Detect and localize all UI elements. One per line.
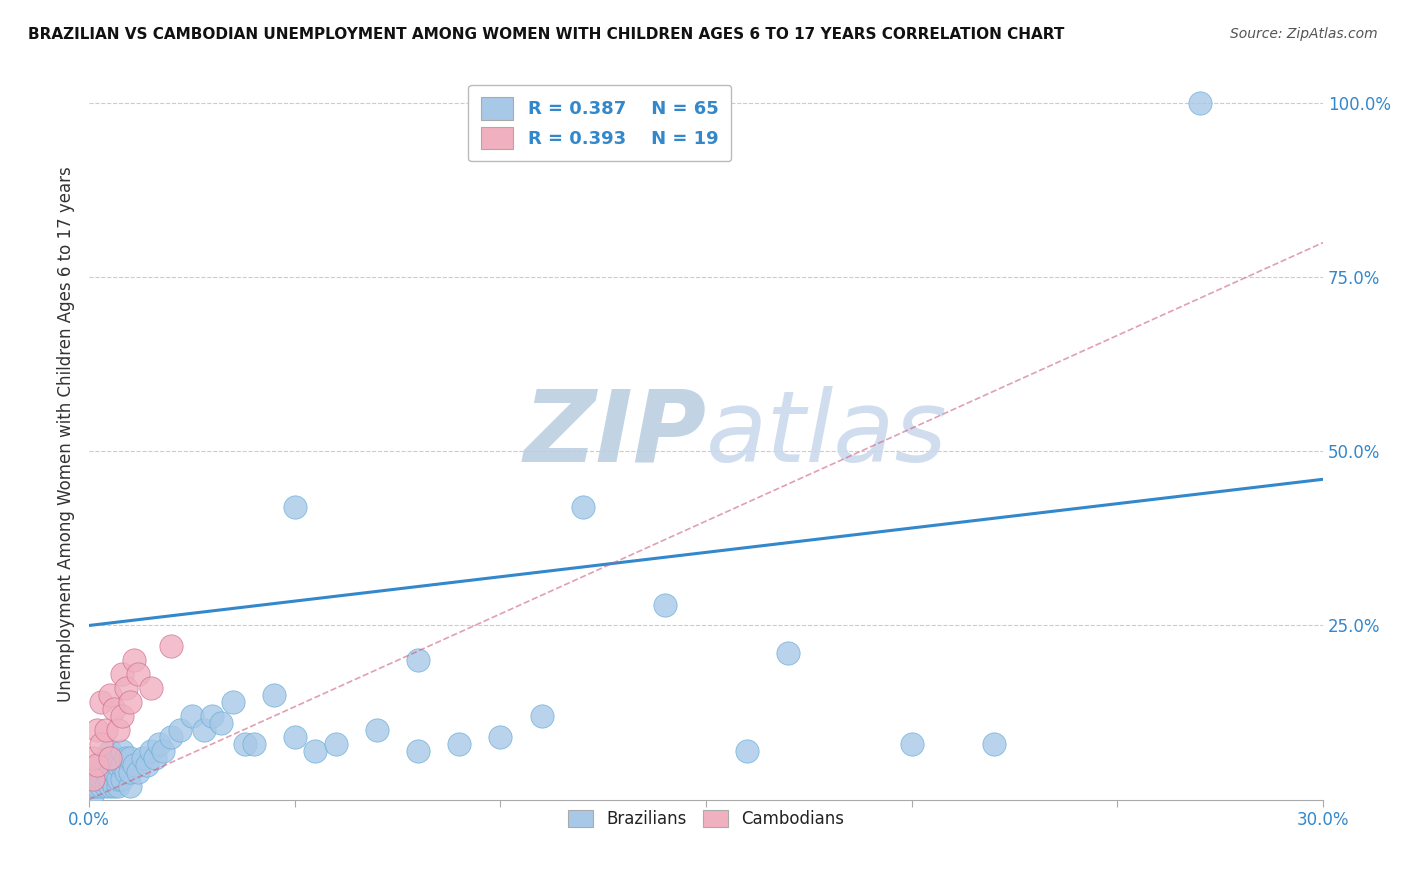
Point xyxy=(111,667,134,681)
Point xyxy=(86,779,108,793)
Point xyxy=(139,681,162,695)
Point xyxy=(98,688,121,702)
Point xyxy=(160,640,183,654)
Point xyxy=(135,757,157,772)
Point xyxy=(201,709,224,723)
Point xyxy=(98,779,121,793)
Point xyxy=(111,772,134,786)
Point xyxy=(284,500,307,515)
Point xyxy=(103,750,125,764)
Point xyxy=(449,737,471,751)
Point xyxy=(406,744,429,758)
Point xyxy=(131,750,153,764)
Y-axis label: Unemployment Among Women with Children Ages 6 to 17 years: Unemployment Among Women with Children A… xyxy=(58,166,75,702)
Point xyxy=(242,737,264,751)
Point xyxy=(86,764,108,779)
Point xyxy=(90,757,112,772)
Point xyxy=(90,764,112,779)
Point xyxy=(530,709,553,723)
Point xyxy=(127,764,149,779)
Point xyxy=(366,723,388,737)
Point xyxy=(90,779,112,793)
Point xyxy=(98,750,121,764)
Point xyxy=(304,744,326,758)
Point xyxy=(82,750,104,764)
Point xyxy=(90,772,112,786)
Point xyxy=(103,702,125,716)
Point xyxy=(107,779,129,793)
Point xyxy=(180,709,202,723)
Point xyxy=(115,681,138,695)
Point xyxy=(124,653,146,667)
Point xyxy=(103,764,125,779)
Point xyxy=(98,757,121,772)
Point xyxy=(983,737,1005,751)
Point xyxy=(120,764,142,779)
Point xyxy=(124,757,146,772)
Point xyxy=(263,688,285,702)
Point xyxy=(120,695,142,709)
Point xyxy=(90,695,112,709)
Point xyxy=(86,723,108,737)
Point xyxy=(900,737,922,751)
Point xyxy=(778,646,800,660)
Point xyxy=(209,715,232,730)
Point xyxy=(284,730,307,744)
Point xyxy=(654,598,676,612)
Text: BRAZILIAN VS CAMBODIAN UNEMPLOYMENT AMONG WOMEN WITH CHILDREN AGES 6 TO 17 YEARS: BRAZILIAN VS CAMBODIAN UNEMPLOYMENT AMON… xyxy=(28,27,1064,42)
Point xyxy=(115,750,138,764)
Point xyxy=(148,737,170,751)
Point xyxy=(152,744,174,758)
Point xyxy=(571,500,593,515)
Point xyxy=(86,757,108,772)
Point xyxy=(115,764,138,779)
Point xyxy=(406,653,429,667)
Point xyxy=(325,737,347,751)
Point xyxy=(222,695,245,709)
Point xyxy=(111,744,134,758)
Point xyxy=(120,779,142,793)
Point xyxy=(489,730,512,744)
Point xyxy=(82,779,104,793)
Point xyxy=(94,723,117,737)
Point xyxy=(98,744,121,758)
Text: atlas: atlas xyxy=(706,385,948,483)
Point xyxy=(111,709,134,723)
Text: Source: ZipAtlas.com: Source: ZipAtlas.com xyxy=(1230,27,1378,41)
Point xyxy=(111,757,134,772)
Point xyxy=(94,779,117,793)
Point xyxy=(107,723,129,737)
Point xyxy=(90,737,112,751)
Point xyxy=(86,772,108,786)
Point xyxy=(120,750,142,764)
Point xyxy=(94,750,117,764)
Point xyxy=(160,730,183,744)
Point xyxy=(169,723,191,737)
Legend: Brazilians, Cambodians: Brazilians, Cambodians xyxy=(561,804,851,835)
Point xyxy=(235,737,257,751)
Point xyxy=(1188,96,1211,111)
Point xyxy=(139,744,162,758)
Text: ZIP: ZIP xyxy=(523,385,706,483)
Point xyxy=(735,744,758,758)
Point xyxy=(82,772,104,786)
Point xyxy=(127,667,149,681)
Point xyxy=(82,786,104,800)
Point xyxy=(98,772,121,786)
Point xyxy=(193,723,215,737)
Point xyxy=(103,779,125,793)
Point xyxy=(107,757,129,772)
Point xyxy=(107,772,129,786)
Point xyxy=(94,764,117,779)
Point xyxy=(143,750,166,764)
